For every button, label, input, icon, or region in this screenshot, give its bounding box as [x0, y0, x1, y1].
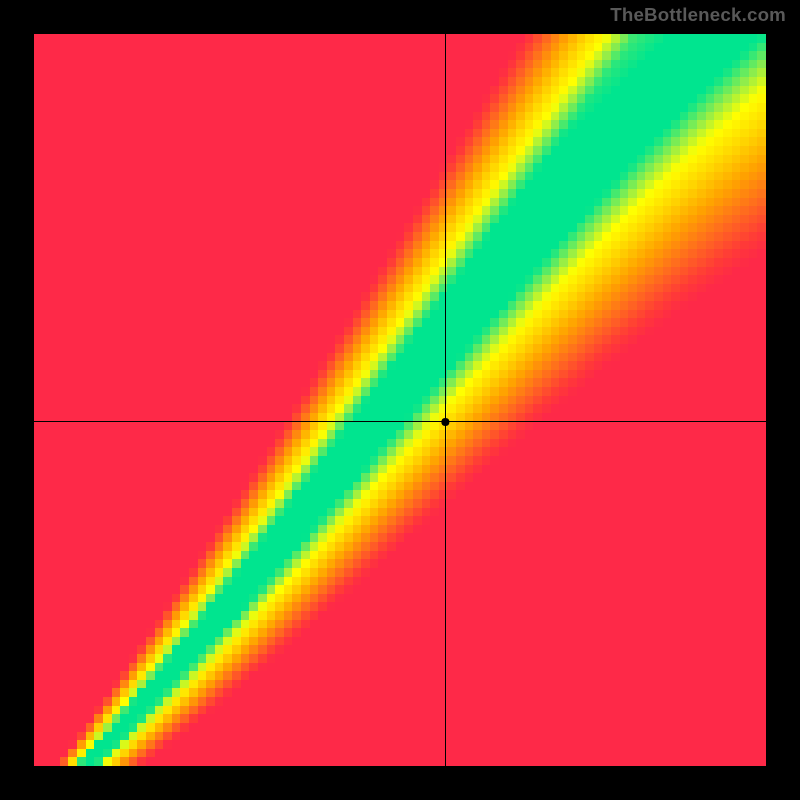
heatmap-canvas [34, 34, 766, 766]
heatmap-plot [34, 34, 766, 766]
chart-container: TheBottleneck.com [0, 0, 800, 800]
watermark-text: TheBottleneck.com [610, 4, 786, 26]
